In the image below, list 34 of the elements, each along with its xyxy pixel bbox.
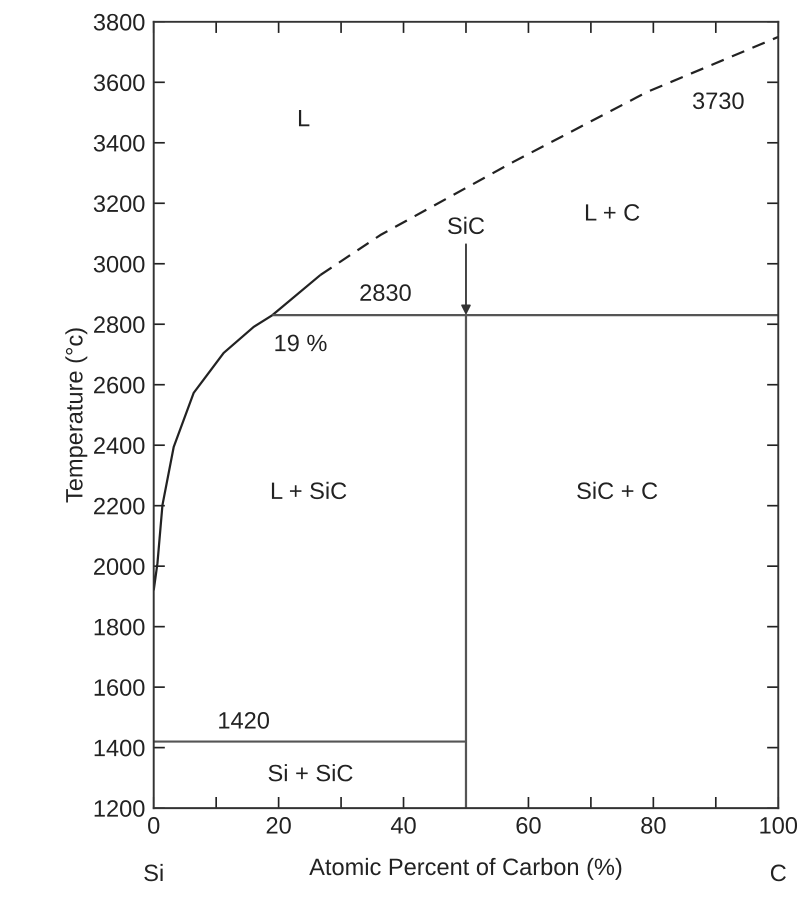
x-tick-label: 40 (390, 817, 416, 834)
annotation: L (298, 110, 310, 126)
x-tick-label: 80 (641, 817, 666, 834)
annotation: SiC (448, 216, 484, 234)
y-tick-label: 2000 (94, 558, 144, 575)
y-tick-label: 2800 (94, 316, 144, 334)
y-tick-label: 3600 (94, 74, 144, 92)
y-tick-label: 1600 (94, 679, 144, 696)
annotation: L + SiC (272, 482, 346, 500)
annotation: 19 % (275, 334, 327, 352)
x-axis-title: Atomic Percent of Carbon (%) (309, 858, 622, 880)
y-tick-label: 1800 (94, 618, 144, 636)
annotation: L + C (586, 204, 640, 221)
y-tick-label: 3000 (94, 256, 144, 273)
text: Si (144, 864, 163, 882)
annotation: 1420 (219, 712, 269, 729)
y-tick-label: 1200 (94, 800, 144, 817)
y-tick-label: 3400 (94, 134, 144, 152)
annotation: Si + SiC (268, 764, 353, 782)
y-tick-label: 3800 (94, 14, 144, 31)
annotation: 2830 (360, 284, 411, 301)
x-tick-label: 20 (266, 817, 291, 834)
text: C (770, 864, 786, 882)
y-tick-label: 1400 (94, 740, 144, 756)
annotation: 3730 (692, 92, 744, 110)
y-tick-label: 2200 (94, 498, 144, 514)
y-axis-title: Temperature (°c) (65, 328, 88, 502)
y-tick-label: 3200 (94, 195, 144, 212)
x-tick-label: 60 (516, 817, 541, 834)
y-tick-label: 2400 (94, 437, 144, 454)
y-tick-label: 2600 (94, 376, 144, 394)
x-tick-label: 100 (760, 817, 798, 834)
x-tick-label: 0 (148, 817, 160, 834)
annotation: SiC + C (577, 482, 658, 500)
